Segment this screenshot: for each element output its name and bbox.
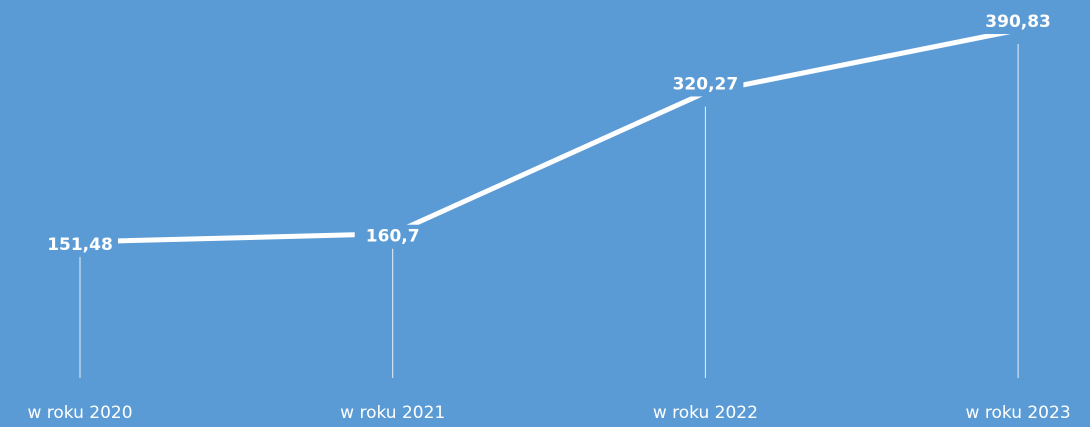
data-label: 320,27 bbox=[673, 74, 739, 94]
label-background bbox=[354, 224, 431, 249]
data-label: 390,83 bbox=[985, 12, 1051, 32]
x-tick-label: w roku 2021 bbox=[340, 403, 445, 423]
label-background bbox=[980, 10, 1057, 34]
data-label: 151,48 bbox=[47, 235, 113, 255]
data-label: 160,7 bbox=[366, 227, 420, 247]
label-background bbox=[42, 232, 118, 257]
label-background bbox=[667, 72, 744, 97]
x-tick-label: w roku 2022 bbox=[653, 403, 758, 423]
x-tick-label: w roku 2020 bbox=[27, 403, 132, 423]
x-tick-label: w roku 2023 bbox=[966, 403, 1071, 423]
line bbox=[79, 27, 1019, 245]
